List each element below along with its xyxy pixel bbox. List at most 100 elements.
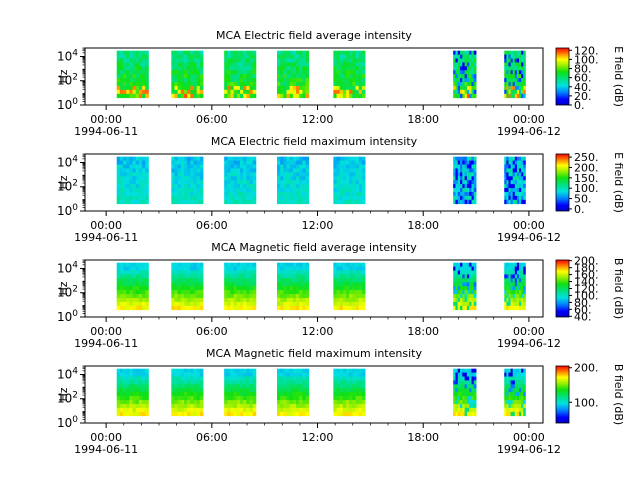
- spectrogram-cell: [521, 184, 524, 189]
- spectrogram-cell: [171, 270, 175, 275]
- spectrogram-cell: [252, 50, 257, 56]
- spectrogram-cell: [292, 400, 297, 405]
- spectrogram-cell: [508, 199, 511, 205]
- spectrogram-cell: [504, 262, 507, 268]
- spectrogram-cell: [349, 191, 353, 197]
- spectrogram-cell: [508, 305, 511, 311]
- spectrogram-cell: [240, 164, 244, 169]
- spectrogram-cell: [333, 82, 337, 87]
- spectrogram-cell: [305, 89, 310, 95]
- spectrogram-cell: [299, 305, 303, 311]
- spectrogram-cell: [177, 66, 182, 71]
- spectrogram-cell: [462, 388, 466, 393]
- spectrogram-cell: [180, 403, 185, 409]
- spectrogram-cell: [292, 156, 297, 162]
- spectrogram-cell: [346, 372, 350, 377]
- spectrogram-cell: [292, 195, 297, 201]
- spectrogram-cell: [508, 89, 511, 95]
- spectrogram-cell: [358, 85, 363, 91]
- spectrogram-cell: [506, 70, 509, 75]
- spectrogram-cell: [508, 274, 511, 279]
- spectrogram-cell: [116, 188, 121, 193]
- spectrogram-cell: [523, 368, 526, 374]
- spectrogram-cell: [243, 396, 247, 401]
- spectrogram-cell: [299, 85, 303, 91]
- spectrogram-cell: [233, 70, 238, 75]
- spectrogram-cell: [249, 195, 254, 201]
- spectrogram-cell: [190, 286, 194, 291]
- spectrogram-cell: [355, 66, 360, 71]
- spectrogram-cell: [471, 172, 475, 177]
- spectrogram-cell: [299, 66, 303, 71]
- spectrogram-cell: [174, 407, 179, 413]
- spectrogram-cell: [305, 301, 310, 307]
- spectrogram-cell: [346, 403, 350, 409]
- spectrogram-cell: [126, 58, 130, 63]
- spectrogram-cell: [361, 195, 366, 201]
- spectrogram-cell: [296, 297, 300, 303]
- spectrogram-cell: [508, 380, 511, 385]
- spectrogram-cell: [190, 392, 194, 397]
- spectrogram-cell: [236, 384, 241, 389]
- spectrogram-cell: [233, 388, 238, 393]
- spectrogram-cell: [504, 164, 507, 169]
- spectrogram-cell: [177, 180, 182, 185]
- spectrogram-cell: [510, 282, 514, 287]
- spectrogram-cell: [299, 70, 303, 75]
- spectrogram-cell: [460, 262, 463, 268]
- spectrogram-cell: [283, 297, 287, 303]
- spectrogram-cell: [135, 286, 140, 291]
- spectrogram-cell: [508, 270, 511, 275]
- spectrogram-cell: [286, 380, 291, 385]
- spectrogram-cell: [519, 400, 522, 405]
- spectrogram-cell: [277, 168, 281, 173]
- spectrogram-cell: [246, 368, 250, 374]
- spectrogram-cell: [283, 93, 287, 99]
- spectrogram-cell: [457, 286, 461, 291]
- spectrogram-cell: [512, 368, 516, 374]
- spectrogram-cell: [171, 388, 175, 393]
- spectrogram-cell: [302, 266, 306, 271]
- spectrogram-cell: [177, 282, 182, 287]
- spectrogram-cell: [473, 290, 477, 295]
- spectrogram-cell: [299, 168, 303, 173]
- spectrogram-cell: [126, 376, 130, 381]
- spectrogram-cell: [460, 184, 463, 189]
- spectrogram-cell: [190, 85, 194, 91]
- spectrogram-cell: [119, 290, 124, 295]
- spectrogram-cell: [142, 266, 146, 271]
- spectrogram-cell: [233, 93, 238, 99]
- spectrogram-cell: [514, 160, 518, 165]
- spectrogram-cell: [145, 156, 149, 162]
- spectrogram-cell: [180, 400, 185, 405]
- spectrogram-cell: [230, 85, 235, 91]
- spectrogram-cell: [123, 156, 127, 162]
- spectrogram-cell: [249, 156, 254, 162]
- spectrogram-cell: [453, 290, 456, 295]
- spectrogram-cell: [246, 58, 250, 63]
- spectrogram-cell: [129, 191, 133, 197]
- spectrogram-cell: [336, 184, 341, 189]
- spectrogram-cell: [352, 62, 356, 67]
- spectrogram-cell: [135, 156, 140, 162]
- spectrogram-cell: [333, 199, 337, 205]
- spectrogram-cell: [471, 305, 475, 311]
- colorbar-label: E field (dB): [612, 46, 625, 107]
- spectrogram-cell: [457, 266, 461, 271]
- spectrogram-cell: [184, 180, 188, 185]
- spectrogram-cell: [336, 368, 341, 374]
- spectrogram-cell: [516, 301, 520, 307]
- spectrogram-cell: [187, 168, 191, 173]
- spectrogram-cell: [190, 266, 194, 271]
- spectrogram-cell: [292, 282, 297, 287]
- spectrogram-cell: [514, 282, 518, 287]
- spectrogram-cell: [516, 199, 520, 205]
- spectrogram-cell: [138, 376, 143, 381]
- spectrogram-block: [171, 50, 204, 99]
- spectrogram-cell: [277, 62, 281, 67]
- spectrogram-cell: [464, 286, 468, 291]
- spectrogram-cell: [142, 376, 146, 381]
- spectrogram-cell: [473, 74, 477, 79]
- spectrogram-cell: [119, 286, 124, 291]
- spectrogram-cell: [129, 188, 133, 193]
